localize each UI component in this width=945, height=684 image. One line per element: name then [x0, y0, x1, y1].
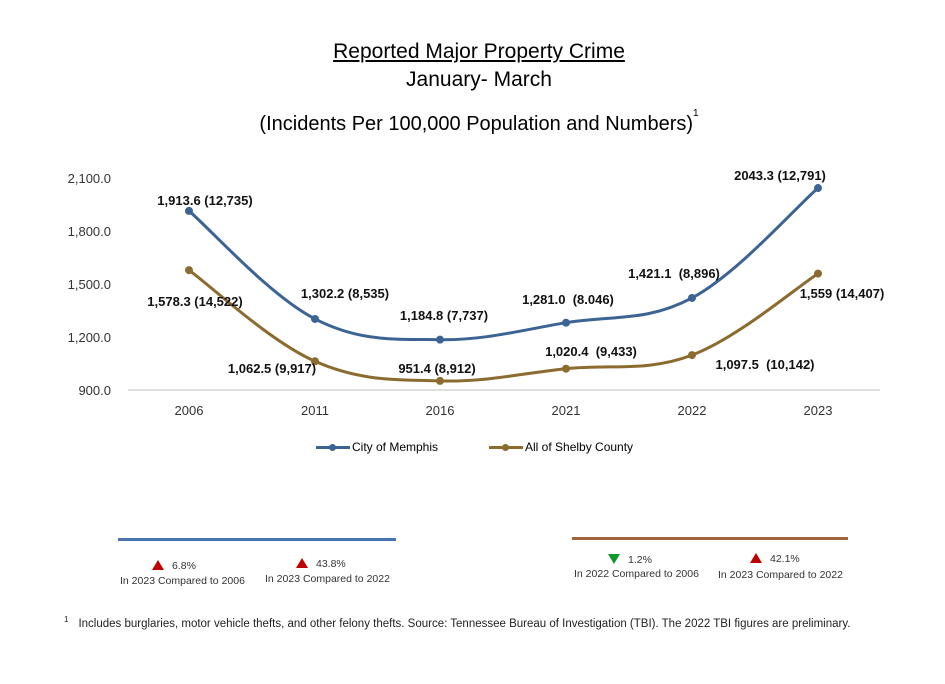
legend-item-memphis[interactable]: City of Memphis	[316, 440, 438, 454]
memphis-data-point[interactable]	[185, 206, 193, 215]
footnote-marker: 1	[64, 615, 69, 624]
memphis-data-label: 1,281.0 (8.046)	[522, 292, 614, 307]
x-tick-label: 2016	[426, 403, 455, 418]
shelby-data-label: 951.4 (8,912)	[398, 361, 475, 376]
memphis-data-label: 2043.3 (12,791)	[734, 168, 826, 183]
y-tick-label: 1,500.0	[68, 277, 111, 292]
up-arrow-icon	[750, 553, 762, 563]
memphis-stat-vs-2006-caption: In 2023 Compared to 2006	[120, 575, 245, 587]
shelby-data-point[interactable]	[436, 376, 444, 385]
footnote-text: Includes burglaries, motor vehicle theft…	[78, 617, 851, 630]
series-layer	[185, 184, 822, 385]
memphis-stat-vs-2022-pct: 43.8%	[316, 558, 346, 570]
down-arrow-icon	[608, 554, 620, 564]
y-tick-label: 900.0	[78, 383, 111, 398]
chart-subtitle-period: January- March	[406, 68, 552, 91]
up-arrow-icon	[296, 558, 308, 568]
legend-item-shelby[interactable]: All of Shelby County	[489, 440, 633, 454]
x-tick-label: 2022	[678, 403, 707, 418]
shelby-data-label: 1,097.5 (10,142)	[715, 357, 814, 372]
shelby-stat-vs-2006-caption: In 2022 Compared to 2006	[574, 568, 699, 580]
shelby-data-point[interactable]	[688, 351, 696, 360]
memphis-summary-box: 6.8% In 2023 Compared to 2006 43.8% In 2…	[118, 538, 396, 598]
shelby-data-point[interactable]	[185, 266, 193, 275]
memphis-data-label: 1,421.1 (8,896)	[628, 266, 720, 281]
y-tick-label: 1,800.0	[68, 224, 111, 239]
legend: City of Memphis All of Shelby County	[0, 440, 945, 460]
x-tick-label: 2023	[804, 403, 833, 418]
memphis-data-point[interactable]	[311, 314, 319, 323]
chart-subtitle-units: (Incidents Per 100,000 Population and Nu…	[0, 94, 945, 144]
shelby-stat-vs-2006-change: 1.2%	[608, 554, 652, 566]
memphis-data-label: 1,913.6 (12,735)	[157, 193, 252, 208]
memphis-summary-divider	[118, 538, 396, 541]
memphis-series-line	[187, 186, 820, 342]
units-text: (Incidents Per 100,000 Population and Nu…	[259, 113, 694, 135]
legend-label-memphis: City of Memphis	[352, 440, 439, 454]
x-tick-label: 2011	[301, 403, 329, 418]
shelby-data-point[interactable]	[814, 269, 822, 278]
shelby-data-label: 1,559 (14,407)	[800, 286, 885, 301]
chart-title: Reported Major Property Crime	[333, 40, 625, 63]
chart-title-block: Reported Major Property Crime January- M…	[0, 38, 945, 144]
memphis-data-point[interactable]	[436, 335, 444, 344]
footnote: 1 Includes burglaries, motor vehicle thef…	[64, 615, 850, 630]
memphis-stat-vs-2006-pct: 6.8%	[172, 560, 196, 572]
legend-label-shelby: All of Shelby County	[525, 440, 634, 454]
shelby-summary-box: 1.2% In 2022 Compared to 2006 42.1% In 2…	[572, 537, 848, 597]
legend-swatch-memphis	[316, 443, 350, 451]
shelby-series-line	[187, 268, 820, 383]
x-tick-label: 2006	[175, 403, 204, 418]
shelby-stat-vs-2006-pct: 1.2%	[628, 554, 652, 566]
shelby-data-point[interactable]	[562, 364, 570, 373]
shelby-data-point[interactable]	[311, 357, 319, 366]
data-labels-layer: 1,913.6 (12,735) 1,302.2 (8,535) 1,184.8 (…	[147, 168, 884, 376]
x-tick-label: 2021	[552, 403, 581, 418]
line-chart: 900.01,200.01,500.01,800.02,100.0 2006 20…	[68, 168, 885, 418]
memphis-data-point[interactable]	[688, 293, 696, 302]
memphis-data-point[interactable]	[814, 184, 822, 193]
shelby-stat-vs-2022-caption: In 2023 Compared to 2022	[718, 569, 843, 581]
memphis-data-label: 1,302.2 (8,535)	[301, 286, 389, 301]
y-axis-ticks: 900.0 1,200.0 1,500.0 1,800.0 2,100.0	[68, 171, 111, 398]
x-axis-ticks: 2006 2011 2016 2021 2022 2023	[175, 403, 833, 418]
memphis-data-label: 1,184.8 (7,737)	[400, 308, 488, 323]
memphis-stat-vs-2022-caption: In 2023 Compared to 2022	[265, 573, 390, 585]
title-footnote-marker: 1	[693, 108, 699, 119]
shelby-stat-vs-2022-pct: 42.1%	[770, 553, 800, 565]
shelby-data-label: 1,062.5 (9,917)	[228, 361, 316, 376]
shelby-data-label: 1,578.3 (14,522)	[147, 294, 242, 309]
memphis-data-point[interactable]	[562, 318, 570, 327]
shelby-data-label: 1,020.4 (9,433)	[545, 344, 637, 359]
legend-swatch-shelby	[489, 443, 523, 451]
y-tick-label: 1,200.0	[68, 330, 111, 345]
up-arrow-icon	[152, 560, 164, 570]
memphis-stat-vs-2006-change: 6.8%	[152, 560, 196, 572]
shelby-stat-vs-2022-change: 42.1%	[750, 553, 800, 565]
memphis-stat-vs-2022-change: 43.8%	[296, 558, 346, 570]
y-tick-label: 2,100.0	[68, 171, 111, 186]
shelby-summary-divider	[572, 537, 848, 540]
